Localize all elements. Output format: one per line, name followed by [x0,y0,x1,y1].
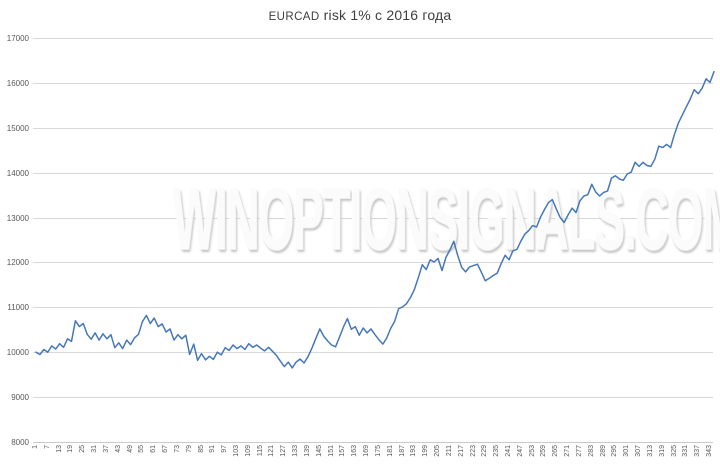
x-tick-label: 187 [398,445,406,457]
x-tick-label: 325 [670,445,678,457]
gridline [33,217,713,219]
y-tick-label: 14000 [6,168,29,178]
gridline [33,352,713,354]
gridline [33,397,713,399]
x-tick-label: 25 [79,445,87,453]
x-tick-label: 139 [303,445,311,457]
x-tick-label: 193 [410,445,418,457]
x-tick-label: 307 [635,445,643,457]
x-tick-label: 19 [67,445,75,453]
x-tick-label: 199 [422,445,430,457]
x-tick-label: 67 [162,445,170,453]
x-tick-label: 337 [694,445,702,457]
x-tick-label: 43 [114,445,122,453]
y-tick-label: 9000 [11,393,29,403]
gridline [33,442,713,443]
x-tick-label: 343 [706,445,713,457]
x-tick-label: 259 [540,445,548,457]
x-tick-label: 61 [150,445,158,453]
x-tick-label: 247 [516,445,524,457]
x-tick-label: 91 [209,445,217,453]
x-tick-label: 301 [623,445,631,457]
y-tick-label: 17000 [6,34,29,43]
x-tick-label: 319 [658,445,666,457]
y-tick-label: 11000 [7,303,29,313]
x-tick-label: 49 [126,445,134,453]
x-tick-label: 289 [599,445,607,457]
x-tick-label: 133 [292,445,300,457]
x-tick-label: 85 [197,445,205,453]
x-tick-label: 271 [564,445,572,457]
x-tick-label: 31 [91,445,99,453]
equity-line [35,70,715,369]
y-tick-label: 10000 [6,348,29,358]
x-tick-label: 163 [351,445,359,457]
x-tick-label: 79 [185,445,193,453]
x-tick-label: 181 [386,445,394,457]
y-tick-label: 15000 [6,123,29,133]
x-tick-label: 277 [575,445,583,457]
gridline [33,127,713,129]
x-tick-label: 151 [327,445,335,457]
x-tick-label: 73 [173,445,181,453]
x-tick-label: 313 [646,445,654,457]
x-tick-label: 13 [55,445,63,453]
x-tick-label: 145 [315,445,323,457]
chart-title: EURCAD risk 1% с 2016 года [0,7,720,23]
x-tick-label: 229 [481,445,489,457]
x-tick-label: 127 [280,445,288,457]
gridline [33,172,713,174]
y-tick-label: 13000 [6,213,29,223]
x-tick-label: 1 [32,445,39,449]
gridline [33,262,713,264]
gridline [33,38,713,39]
x-tick-label: 241 [504,445,512,457]
x-tick-label: 7 [43,445,51,449]
x-tick-label: 265 [552,445,560,457]
x-tick-label: 211 [445,445,453,457]
x-tick-label: 115 [256,445,264,457]
x-tick-label: 235 [493,445,501,457]
x-tick-label: 283 [587,445,595,457]
y-tick-label: 8000 [11,438,29,447]
x-tick-label: 109 [244,445,252,457]
x-tick-label: 55 [138,445,146,453]
x-tick-label: 223 [469,445,477,457]
gridline [33,82,713,84]
chart-title-symbol: EURCAD [268,11,320,23]
x-tick-label: 253 [528,445,536,457]
x-tick-label: 217 [457,445,465,457]
x-tick-label: 103 [233,445,241,457]
x-tick-label: 37 [102,445,110,453]
x-tick-label: 121 [268,445,276,457]
x-tick-label: 205 [434,445,442,457]
y-tick-label: 12000 [6,258,29,268]
chart-title-text: risk 1% с 2016 года [319,7,452,23]
x-tick-label: 295 [611,445,619,457]
x-tick-label: 169 [363,445,371,457]
gridline [33,307,713,309]
x-tick-label: 175 [374,445,382,457]
x-tick-label: 331 [682,445,690,457]
y-tick-label: 16000 [6,78,29,88]
x-tick-label: 157 [339,445,347,457]
x-tick-label: 97 [221,445,229,453]
